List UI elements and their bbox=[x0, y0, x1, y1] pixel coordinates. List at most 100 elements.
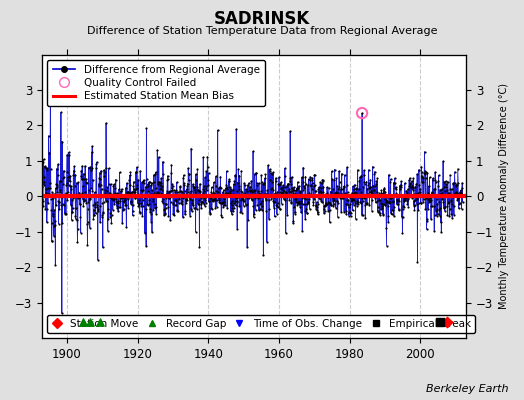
Point bbox=[154, 190, 162, 196]
Point bbox=[261, 171, 270, 178]
Point bbox=[136, 168, 145, 174]
Point bbox=[227, 186, 235, 192]
Point bbox=[84, 199, 93, 206]
Point bbox=[362, 194, 370, 200]
Point bbox=[346, 208, 354, 215]
Point bbox=[137, 200, 145, 206]
Point bbox=[266, 193, 275, 199]
Point bbox=[397, 213, 406, 220]
Point bbox=[45, 191, 53, 197]
Point bbox=[408, 178, 416, 184]
Point bbox=[104, 190, 112, 197]
Point bbox=[206, 195, 214, 201]
Point bbox=[48, 189, 57, 196]
Point bbox=[265, 197, 273, 204]
Point bbox=[204, 182, 212, 188]
Point bbox=[375, 197, 384, 204]
Point bbox=[193, 166, 202, 172]
Point bbox=[235, 183, 243, 190]
Point bbox=[110, 181, 118, 188]
Point bbox=[50, 207, 58, 213]
Point bbox=[134, 176, 143, 183]
Point bbox=[323, 194, 332, 200]
Point bbox=[215, 185, 223, 191]
Point bbox=[392, 190, 400, 197]
Point bbox=[69, 168, 78, 174]
Point bbox=[117, 195, 125, 201]
Point bbox=[453, 194, 462, 201]
Point bbox=[287, 181, 295, 187]
Point bbox=[52, 181, 60, 187]
Point bbox=[195, 244, 204, 250]
Point bbox=[365, 202, 374, 208]
Point bbox=[429, 192, 438, 198]
Point bbox=[296, 204, 304, 210]
Point bbox=[397, 182, 405, 188]
Point bbox=[61, 210, 69, 217]
Point bbox=[75, 193, 83, 200]
Point bbox=[366, 186, 375, 193]
Point bbox=[209, 190, 217, 196]
Point bbox=[401, 194, 410, 200]
Point bbox=[446, 197, 455, 204]
Point bbox=[402, 193, 410, 200]
Point bbox=[99, 209, 107, 216]
Point bbox=[120, 199, 128, 205]
Point bbox=[56, 178, 64, 184]
Point bbox=[257, 179, 266, 186]
Point bbox=[294, 199, 302, 205]
Point bbox=[347, 210, 355, 217]
Point bbox=[333, 183, 341, 189]
Point bbox=[151, 169, 160, 176]
Point bbox=[68, 209, 77, 215]
Point bbox=[263, 191, 271, 198]
Point bbox=[115, 186, 123, 192]
Point bbox=[237, 168, 245, 174]
Point bbox=[146, 178, 154, 185]
Point bbox=[301, 216, 309, 222]
Point bbox=[177, 188, 185, 194]
Point bbox=[113, 202, 121, 209]
Point bbox=[300, 194, 309, 201]
Point bbox=[247, 196, 256, 203]
Point bbox=[57, 202, 66, 208]
Point bbox=[369, 193, 377, 199]
Point bbox=[144, 202, 152, 208]
Point bbox=[122, 184, 130, 191]
Point bbox=[49, 190, 58, 197]
Point bbox=[217, 214, 226, 221]
Point bbox=[417, 164, 425, 170]
Point bbox=[57, 178, 65, 184]
Point bbox=[139, 178, 147, 184]
Point bbox=[196, 195, 205, 201]
Point bbox=[285, 188, 293, 194]
Point bbox=[247, 178, 256, 184]
Point bbox=[234, 180, 242, 186]
Point bbox=[116, 188, 125, 194]
Point bbox=[430, 186, 438, 192]
Point bbox=[260, 180, 268, 187]
Point bbox=[213, 204, 221, 210]
Point bbox=[442, 181, 451, 188]
Point bbox=[151, 205, 159, 212]
Point bbox=[347, 198, 356, 204]
Point bbox=[224, 178, 233, 184]
Point bbox=[172, 202, 181, 208]
Point bbox=[308, 186, 316, 192]
Point bbox=[263, 238, 271, 245]
Point bbox=[141, 230, 149, 236]
Point bbox=[66, 152, 74, 158]
Point bbox=[344, 202, 352, 209]
Point bbox=[326, 202, 335, 208]
Point bbox=[436, 205, 444, 211]
Point bbox=[234, 186, 243, 192]
Point bbox=[247, 192, 255, 198]
Point bbox=[434, 178, 443, 184]
Point bbox=[253, 182, 261, 188]
Point bbox=[338, 191, 346, 198]
Point bbox=[189, 183, 198, 189]
Point bbox=[156, 186, 164, 192]
Point bbox=[100, 198, 108, 205]
Point bbox=[423, 190, 432, 196]
Point bbox=[134, 203, 143, 209]
